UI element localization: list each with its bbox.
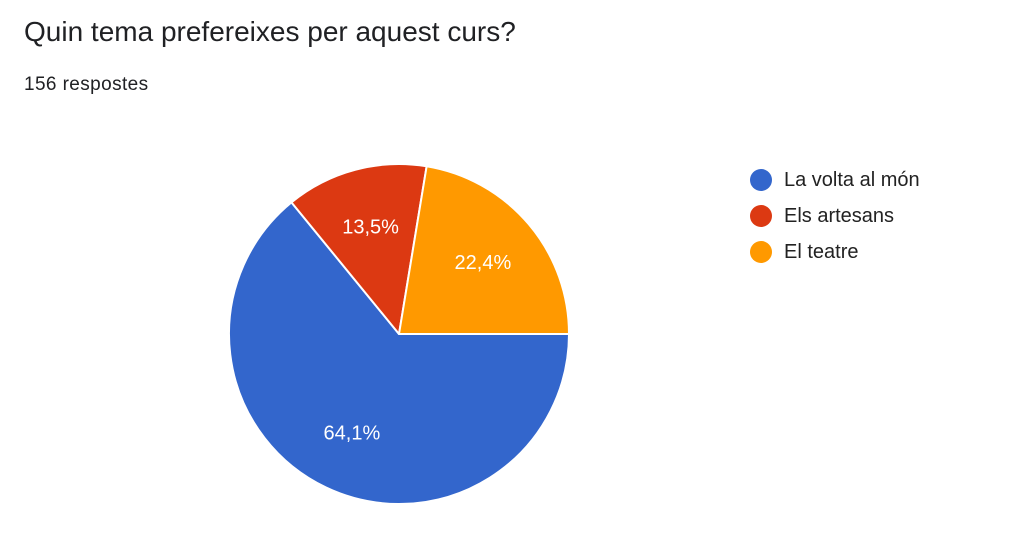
pie-slice-2[interactable] (398, 165, 570, 335)
legend-label: La volta al món (784, 168, 920, 191)
pie-slice-0[interactable] (228, 201, 570, 505)
response-count: 156 respostes (24, 74, 149, 95)
pie-slice-1[interactable] (290, 163, 428, 335)
legend-label: El teatre (784, 240, 859, 263)
slice-percent-label: 22,4% (455, 252, 512, 274)
slice-percent-label: 64,1% (324, 422, 381, 444)
chart-legend: La volta al món Els artesans El teatre (750, 162, 920, 270)
legend-swatch-icon (750, 205, 772, 227)
legend-item-la-volta-al-mon[interactable]: La volta al món (750, 162, 920, 198)
legend-swatch-icon (750, 241, 772, 263)
slice-percent-label: 13,5% (342, 217, 399, 239)
legend-swatch-icon (750, 169, 772, 191)
legend-item-els-artesans[interactable]: Els artesans (750, 198, 920, 234)
legend-item-el-teatre[interactable]: El teatre (750, 234, 920, 270)
legend-label: Els artesans (784, 204, 895, 227)
question-title: Quin tema prefereixes per aquest curs? (24, 16, 516, 47)
